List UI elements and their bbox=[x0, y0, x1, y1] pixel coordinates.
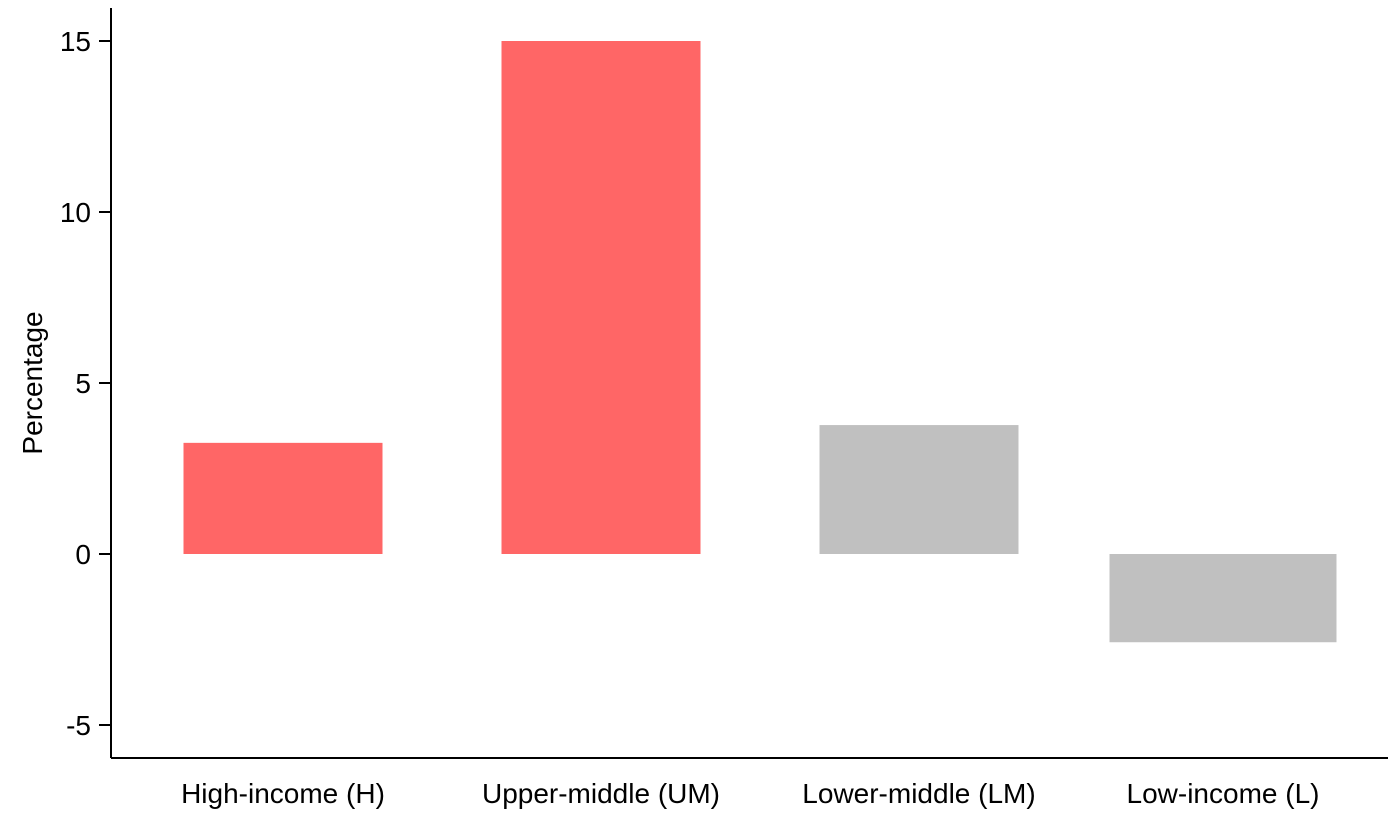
y-tick-label: 15 bbox=[60, 26, 91, 57]
y-tick-label: 10 bbox=[60, 197, 91, 228]
bar-2 bbox=[819, 425, 1019, 554]
x-category-label: Lower-middle (LM) bbox=[802, 778, 1035, 809]
x-category-label: Low-income (L) bbox=[1127, 778, 1320, 809]
y-tick-label: 0 bbox=[75, 539, 91, 570]
x-category-label: Upper-middle (UM) bbox=[482, 778, 720, 809]
x-category-label: High-income (H) bbox=[181, 778, 385, 809]
y-axis-title: Percentage bbox=[17, 311, 48, 454]
bar-3 bbox=[1109, 554, 1337, 643]
x-labels-group: High-income (H) Upper-middle (UM) Lower-mi… bbox=[181, 778, 1319, 809]
bars-group bbox=[183, 41, 1337, 643]
y-tick-label: -5 bbox=[66, 710, 91, 741]
y-tick-label: 5 bbox=[75, 368, 91, 399]
y-ticks-group: -5 0 5 10 15 bbox=[60, 26, 111, 741]
bar-0 bbox=[183, 442, 383, 554]
bar-1 bbox=[501, 41, 701, 554]
